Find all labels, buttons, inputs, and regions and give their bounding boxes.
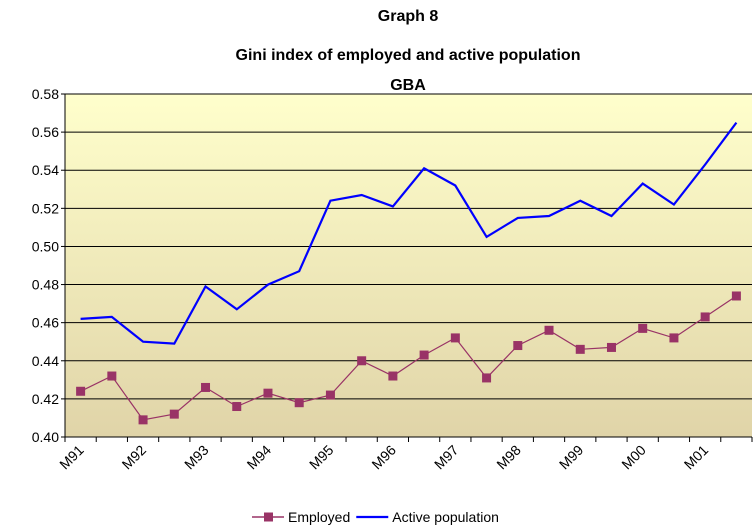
marker — [450, 333, 460, 343]
marker — [232, 402, 242, 412]
marker — [107, 371, 117, 381]
y-tick-label: 0.50 — [32, 238, 59, 254]
marker — [138, 415, 148, 425]
y-tick-label: 0.56 — [32, 124, 59, 140]
marker — [575, 344, 585, 354]
marker — [325, 390, 335, 400]
chart-title: GBA — [390, 77, 426, 94]
marker — [294, 398, 304, 408]
series-line — [80, 295, 737, 421]
plot-area — [65, 94, 752, 437]
x-tick-label: M98 — [493, 442, 524, 473]
marker — [731, 291, 741, 301]
chart-title: Gini index of employed and active popula… — [236, 47, 581, 64]
y-tick-label: 0.42 — [32, 391, 59, 407]
marker — [606, 342, 616, 352]
marker — [388, 371, 398, 381]
y-tick-label: 0.54 — [32, 162, 59, 178]
x-tick-label: M91 — [56, 442, 87, 473]
marker — [263, 388, 273, 398]
x-tick-label: M99 — [556, 442, 587, 473]
x-tick-label: M92 — [119, 442, 150, 473]
marker — [638, 323, 648, 333]
marker — [544, 325, 554, 335]
series-line — [80, 121, 738, 345]
y-tick-label: 0.44 — [32, 353, 59, 369]
marker — [76, 386, 86, 396]
marker — [700, 312, 710, 322]
x-tick-label: M96 — [368, 442, 399, 473]
y-tick-label: 0.48 — [32, 277, 59, 293]
x-tick-label: M95 — [306, 442, 337, 473]
legend-marker — [264, 512, 273, 522]
marker — [482, 373, 492, 383]
x-tick-label: M93 — [181, 442, 212, 473]
marker — [419, 350, 429, 360]
marker — [669, 333, 679, 343]
y-tick-label: 0.40 — [32, 429, 59, 445]
marker — [201, 382, 211, 392]
x-tick-label: M94 — [244, 442, 275, 473]
y-tick-label: 0.58 — [32, 86, 59, 102]
x-tick-label: M01 — [681, 442, 712, 473]
x-tick-label: M97 — [431, 442, 462, 473]
chart-title: Graph 8 — [378, 8, 439, 25]
legend-label: Active population — [392, 509, 499, 525]
marker — [169, 409, 179, 419]
y-tick-label: 0.52 — [32, 200, 59, 216]
x-tick-label: M00 — [618, 442, 649, 473]
legend-label: Employed — [288, 509, 350, 525]
marker — [513, 341, 523, 351]
marker — [357, 356, 367, 366]
y-tick-label: 0.46 — [32, 315, 59, 331]
